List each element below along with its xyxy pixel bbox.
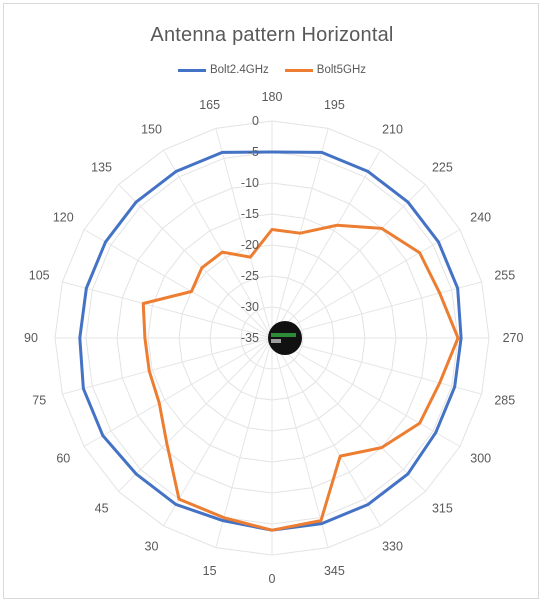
center-marker: [268, 321, 302, 355]
grid-spoke: [271, 229, 461, 339]
radial-tick-label: -5: [248, 145, 259, 159]
category-label: 285: [494, 393, 515, 407]
category-label: 75: [32, 393, 46, 407]
chart-title: Antenna pattern Horizontal: [150, 24, 394, 46]
grid-spoke: [83, 337, 273, 447]
category-label: 300: [470, 452, 491, 466]
category-label: 15: [203, 564, 217, 578]
category-label: 345: [324, 564, 345, 578]
radial-tick-label: -20: [241, 238, 259, 252]
category-label: 270: [503, 331, 524, 345]
category-label: 30: [145, 540, 159, 554]
category-label: 195: [324, 98, 345, 112]
legend-item-series-1: Bolt2.4GHz: [177, 64, 269, 76]
grid-spoke: [215, 128, 273, 339]
grid-spoke: [271, 337, 329, 548]
category-label: 45: [95, 501, 109, 515]
category-label: 90: [24, 331, 38, 345]
center-marker-bar-2: [271, 339, 281, 343]
category-label: 330: [382, 540, 403, 554]
category-label: 210: [382, 122, 403, 136]
grid-spoke: [83, 229, 273, 339]
grid-spoke: [62, 281, 273, 339]
radial-tick-label: -10: [241, 176, 259, 190]
legend-label-series-1: Bolt2.4GHz: [209, 64, 269, 76]
category-label: 180: [262, 90, 283, 104]
grid-spoke: [271, 184, 426, 339]
grid-spoke: [271, 337, 461, 447]
grid-spoke: [118, 184, 273, 339]
category-label: 315: [432, 501, 453, 515]
grid-spoke: [271, 281, 482, 339]
category-label: 120: [53, 211, 74, 225]
chart-frame: [3, 3, 539, 599]
legend-swatch-series-1: [177, 68, 206, 72]
grid-spoke: [163, 337, 273, 527]
category-label: 135: [91, 161, 112, 175]
grid-spoke: [163, 149, 273, 339]
radial-tick-label: 0: [252, 114, 259, 128]
grid-spoke: [271, 337, 381, 527]
center-marker-bar: [271, 333, 296, 337]
category-label: 60: [56, 452, 70, 466]
category-label: 240: [470, 211, 491, 225]
series-line-2: [141, 223, 460, 532]
category-label: 165: [199, 98, 220, 112]
category-label: 150: [141, 122, 162, 136]
category-label: 255: [494, 269, 515, 283]
category-label: 105: [29, 269, 50, 283]
legend-swatch-series-2: [284, 68, 313, 72]
grid-spoke: [215, 337, 273, 548]
radial-tick-label: -30: [241, 300, 259, 314]
radial-tick-label: -35: [241, 331, 259, 345]
grid-spoke: [271, 337, 426, 492]
grid-spoke: [118, 337, 273, 492]
category-label: 225: [432, 161, 453, 175]
legend: Bolt2.4GHz Bolt5GHz: [0, 64, 544, 76]
radial-tick-label: -25: [241, 269, 259, 283]
category-label: 0: [269, 572, 276, 586]
radial-tick-label: -15: [241, 207, 259, 221]
grid-spoke: [271, 337, 482, 395]
grid-spoke: [271, 149, 381, 339]
series-line-1: [78, 150, 463, 532]
legend-item-series-2: Bolt5GHz: [284, 64, 367, 76]
legend-label-series-2: Bolt5GHz: [316, 64, 367, 76]
grid-spoke: [62, 337, 273, 395]
